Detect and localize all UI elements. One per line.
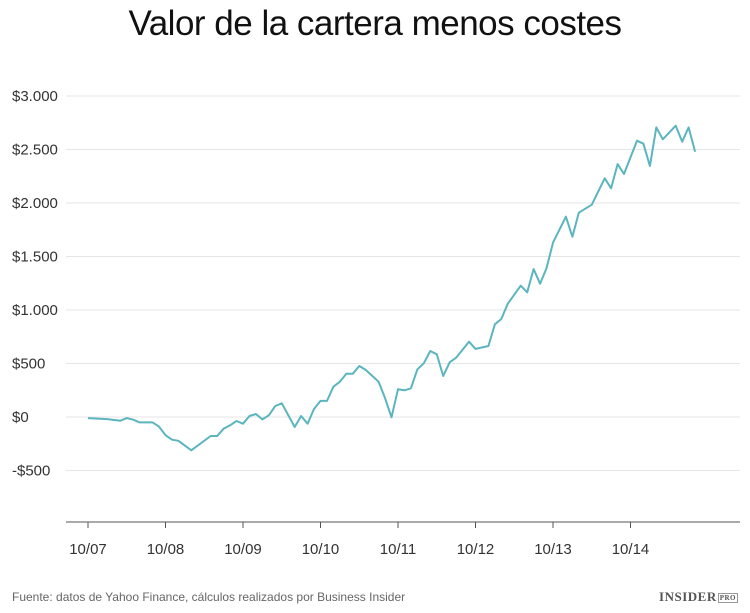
y-axis: -$500 $0 $500 $1.000 $1.500 $2.000 $2.500 $3.00… [12, 88, 58, 480]
y-tick-label: $1.000 [12, 302, 58, 319]
x-tick-label: 10/14 [612, 541, 650, 558]
x-tick-label: 10/12 [457, 541, 495, 558]
x-tick-label: 10/10 [302, 541, 340, 558]
series-line [87, 124, 697, 452]
y-tick-label: $2.000 [12, 195, 58, 212]
x-tick-label: 10/09 [224, 541, 262, 558]
x-tick-label: 10/07 [69, 541, 107, 558]
chart-title: Valor de la cartera menos costes [128, 4, 622, 43]
source-note: Fuente: datos de Yahoo Finance, cálculos… [12, 590, 406, 604]
x-tick-label: 10/13 [534, 541, 572, 558]
y-tick-label: -$500 [12, 463, 50, 480]
y-tick-label: $500 [12, 356, 45, 373]
y-tick-label: $0 [12, 409, 29, 426]
y-tick-label: $1.500 [12, 249, 58, 266]
x-tick-label: 10/08 [147, 541, 185, 558]
gridlines [66, 95, 740, 471]
series [87, 124, 697, 452]
insider-logo: INSIDER PRO [659, 589, 738, 604]
x-tick-label: 10/11 [380, 541, 416, 558]
x-axis: 10/07 10/08 10/09 10/10 10/11 10/12 10/13 10/14 [66, 521, 740, 558]
y-tick-label: $3.000 [12, 88, 58, 105]
y-tick-label: $2.500 [12, 142, 58, 159]
